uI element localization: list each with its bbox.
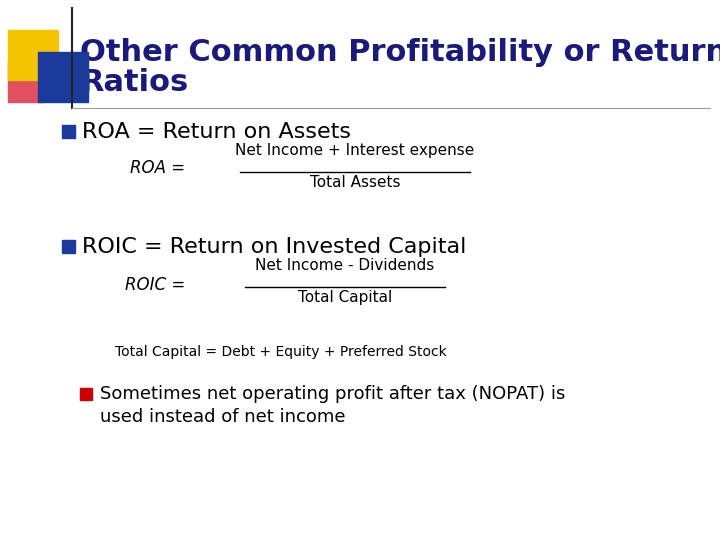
Bar: [62, 125, 75, 138]
Bar: [80, 388, 92, 400]
Text: Net Income - Dividends: Net Income - Dividends: [256, 258, 435, 273]
Text: Ratios: Ratios: [80, 68, 188, 97]
Text: ROIC = Return on Invested Capital: ROIC = Return on Invested Capital: [82, 237, 467, 257]
Text: Total Capital: Total Capital: [298, 290, 392, 305]
Text: ROA =: ROA =: [130, 159, 185, 177]
Text: ROIC =: ROIC =: [125, 276, 185, 294]
Text: ROA = Return on Assets: ROA = Return on Assets: [82, 122, 351, 142]
Bar: [62, 240, 75, 253]
Text: used instead of net income: used instead of net income: [100, 408, 346, 426]
Bar: [8, 62, 43, 102]
Text: Other Common Profitability or Return: Other Common Profitability or Return: [80, 38, 720, 67]
Text: Net Income + Interest expense: Net Income + Interest expense: [235, 143, 474, 158]
Text: Total Capital = Debt + Equity + Preferred Stock: Total Capital = Debt + Equity + Preferre…: [115, 345, 446, 359]
Text: Total Assets: Total Assets: [310, 175, 400, 190]
Text: Sometimes net operating profit after tax (NOPAT) is: Sometimes net operating profit after tax…: [100, 385, 565, 403]
Bar: [38, 52, 88, 102]
Bar: [8, 30, 58, 80]
